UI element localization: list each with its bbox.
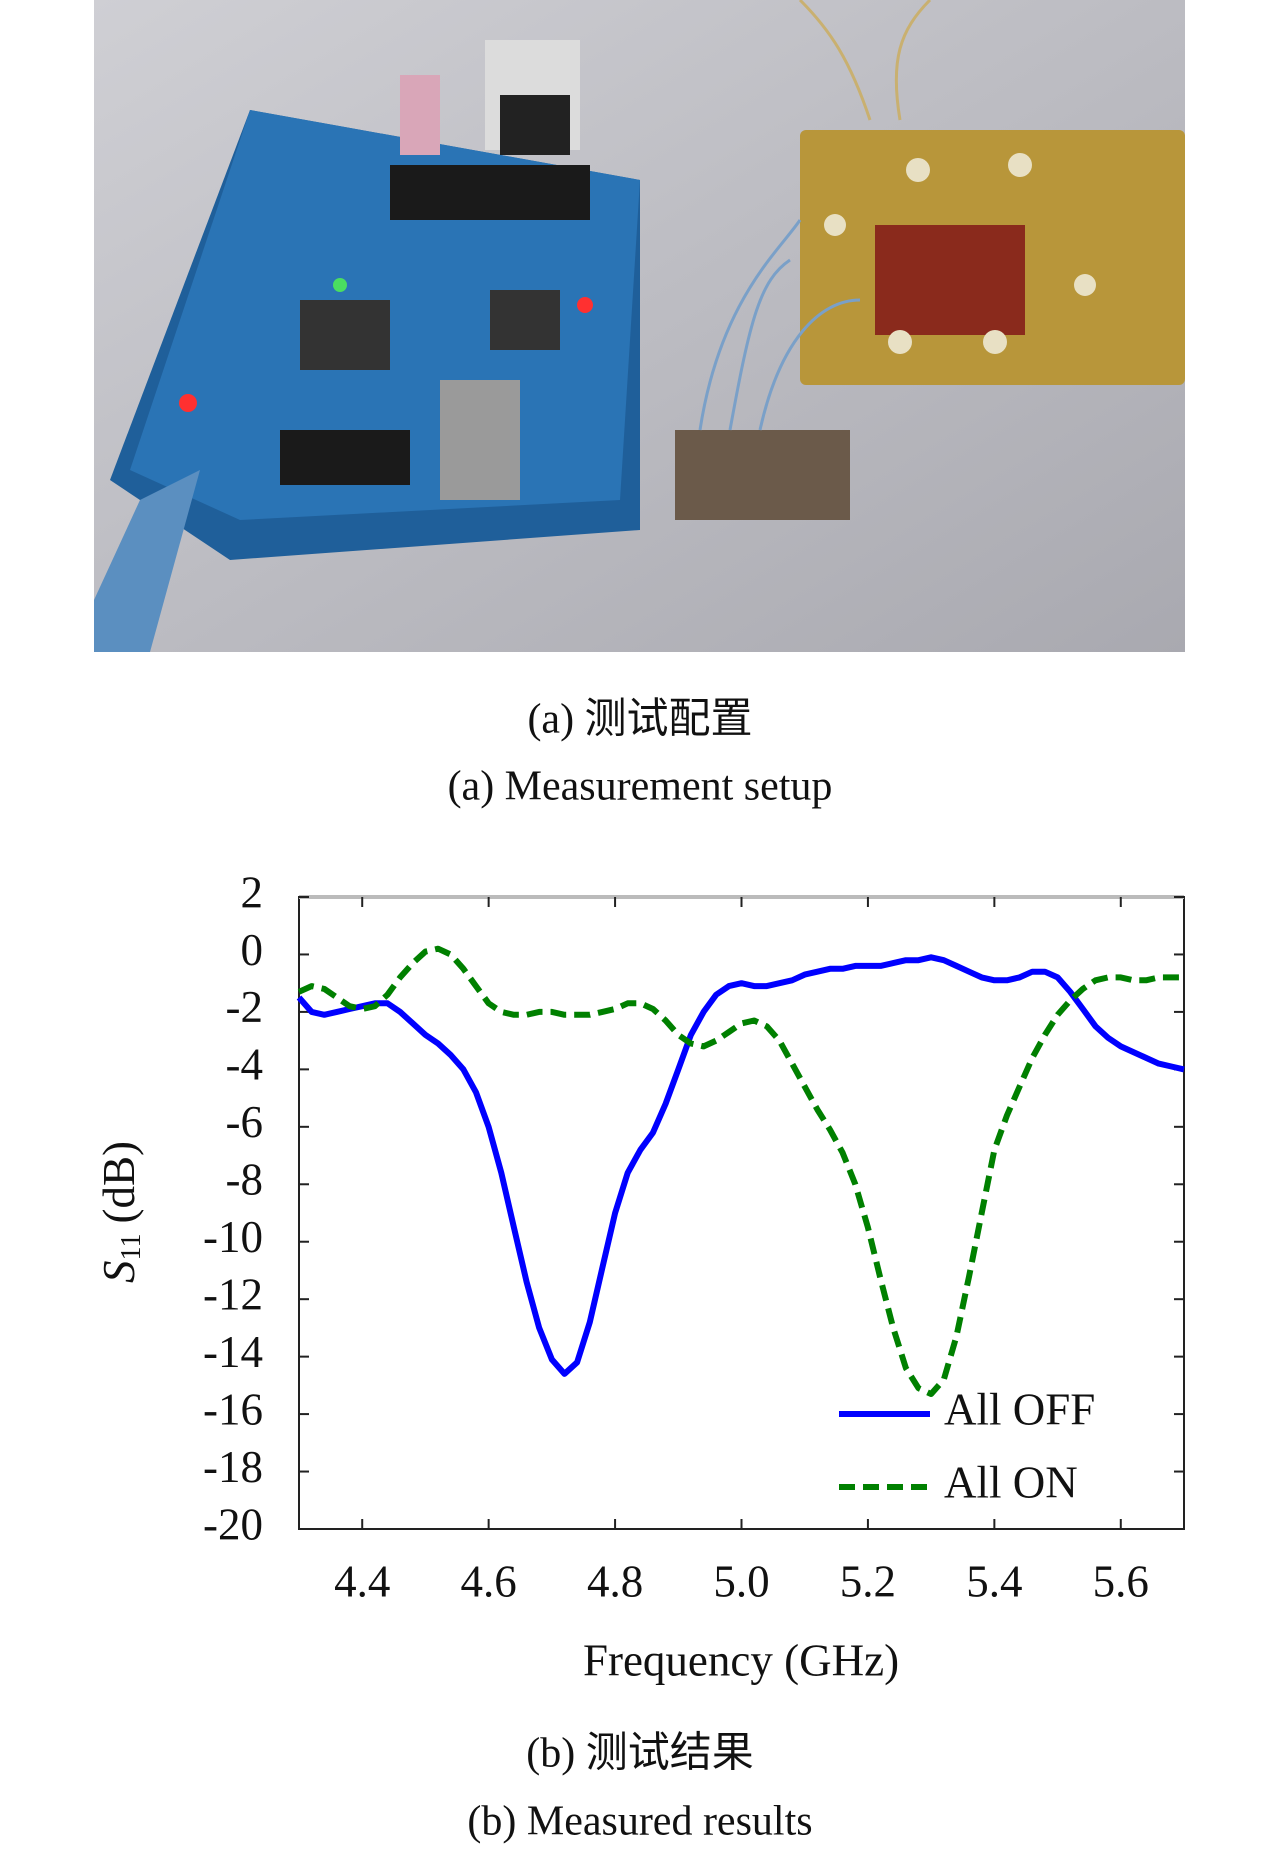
legend-label: All OFF bbox=[944, 1384, 1095, 1434]
y-tick-label: -14 bbox=[203, 1327, 263, 1377]
legend-label: All ON bbox=[944, 1457, 1078, 1507]
caption: (a) 测试配置 bbox=[527, 697, 752, 743]
y-tick-label: -2 bbox=[226, 982, 264, 1032]
x-tick-label: 5.4 bbox=[966, 1556, 1022, 1606]
series-line bbox=[296, 954, 1185, 1377]
y-tick-label: 0 bbox=[241, 925, 264, 975]
y-tick-label: -8 bbox=[226, 1155, 264, 1205]
y-tick-label: 2 bbox=[241, 867, 264, 917]
y-axis-label: S11 (dB) bbox=[94, 1141, 147, 1283]
plot-area bbox=[298, 896, 1185, 1530]
y-tick-label: -4 bbox=[226, 1040, 264, 1090]
caption: (a) Measurement setup bbox=[448, 764, 833, 810]
x-tick-label: 5.0 bbox=[713, 1556, 769, 1606]
y-tick-label: -12 bbox=[203, 1270, 263, 1320]
y-tick-label: -18 bbox=[203, 1442, 263, 1492]
y-tick-label: -20 bbox=[203, 1499, 263, 1549]
caption: (b) 测试结果 bbox=[526, 1731, 753, 1777]
y-tick-label: -16 bbox=[203, 1384, 263, 1434]
caption: (b) Measured results bbox=[467, 1799, 812, 1845]
y-label-subscript: 11 bbox=[116, 1234, 147, 1261]
series-line bbox=[297, 945, 1184, 1397]
x-tick-label: 4.4 bbox=[334, 1556, 390, 1606]
x-tick-label: 5.6 bbox=[1093, 1556, 1149, 1606]
x-tick-label: 4.6 bbox=[461, 1556, 517, 1606]
y-tick-label: -10 bbox=[203, 1212, 263, 1262]
setup-photo bbox=[94, 0, 1185, 652]
y-label-unit: (dB) bbox=[94, 1141, 144, 1224]
y-tick-label: -6 bbox=[226, 1097, 264, 1147]
y-label-symbol: S bbox=[94, 1260, 144, 1283]
x-tick-label: 5.2 bbox=[840, 1556, 896, 1606]
x-axis-label: Frequency (GHz) bbox=[583, 1635, 899, 1685]
x-tick-label: 4.8 bbox=[587, 1556, 643, 1606]
